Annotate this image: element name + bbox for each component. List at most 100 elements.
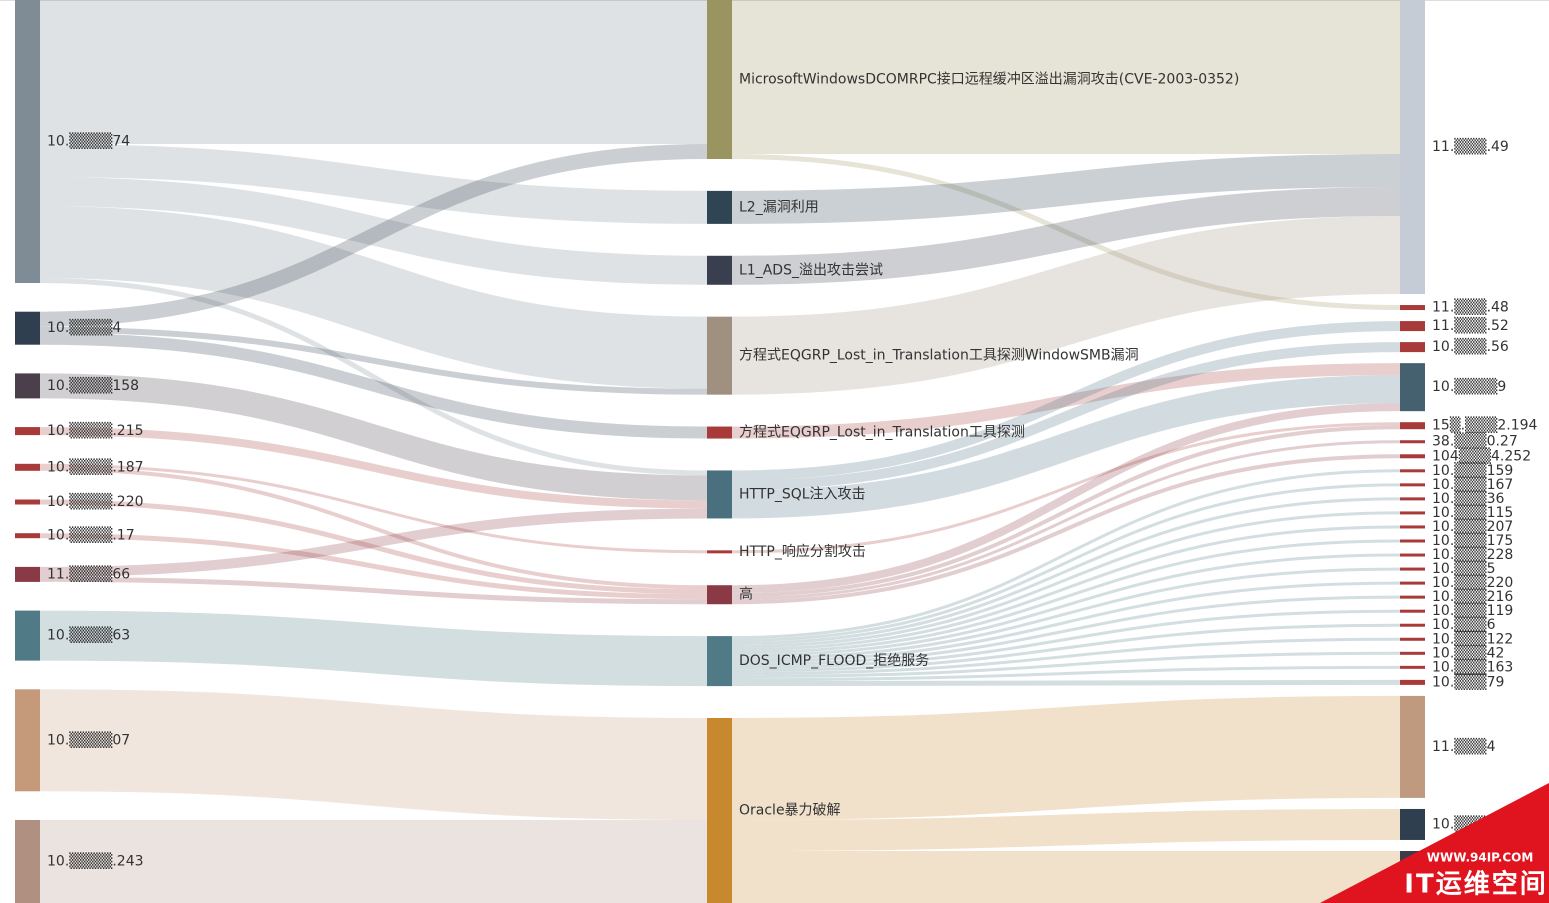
link xyxy=(731,525,1401,652)
node xyxy=(15,820,40,903)
node-label: 10.▒▒▒▒158 xyxy=(47,376,139,394)
node xyxy=(1400,511,1425,515)
node xyxy=(707,316,732,395)
link xyxy=(731,422,1401,554)
link xyxy=(39,533,708,600)
link xyxy=(731,665,1401,682)
node xyxy=(1400,422,1425,430)
node xyxy=(1400,0,1425,294)
watermark-name: IT运维空间 xyxy=(1404,869,1547,900)
node xyxy=(1400,525,1425,529)
node xyxy=(15,427,40,436)
node xyxy=(1400,363,1425,412)
link xyxy=(731,440,1401,601)
node-label: 10.▒▒▒216 xyxy=(1432,587,1513,605)
node-label: DOS_ICMP_FLOOD_拒绝服务 xyxy=(739,653,929,669)
link xyxy=(731,679,1401,687)
link xyxy=(731,187,1401,285)
node xyxy=(707,255,732,285)
node-label: 10.▒▒▒42 xyxy=(1432,643,1504,661)
link xyxy=(731,403,1401,594)
link xyxy=(731,808,1401,851)
link xyxy=(731,623,1401,673)
node-label: 10.▒▒▒220 xyxy=(1432,573,1513,591)
link xyxy=(731,651,1401,679)
link xyxy=(731,637,1401,676)
links xyxy=(39,0,1401,903)
node-label: 10.▒▒▒5 xyxy=(1432,559,1495,577)
watermark-url: WWW.94IP.COM xyxy=(1427,851,1534,865)
node-label: 方程式EQGRP_Lost_in_Translation工具探测 xyxy=(739,425,1025,441)
link xyxy=(39,499,708,595)
link xyxy=(731,321,1401,481)
node xyxy=(1400,637,1425,641)
node xyxy=(707,636,732,687)
link xyxy=(39,427,708,509)
node xyxy=(15,373,40,399)
link xyxy=(731,375,1401,519)
watermark-badge xyxy=(1320,783,1549,903)
node-label: L1_ADS_溢出攻击尝试 xyxy=(739,262,883,278)
node xyxy=(15,499,40,505)
node-label: 10.▒▒▒159 xyxy=(1432,461,1513,479)
link xyxy=(731,609,1401,670)
link xyxy=(731,553,1401,658)
node-label: 10.▒▒▒6 xyxy=(1432,615,1496,633)
node xyxy=(15,463,40,471)
node xyxy=(1400,321,1425,332)
node xyxy=(707,585,732,605)
node xyxy=(1400,695,1425,798)
node xyxy=(15,533,40,539)
node-label: 10.▒▒▒207 xyxy=(1432,517,1513,535)
node xyxy=(1400,665,1425,669)
link xyxy=(731,497,1401,646)
node-label: 11.▒▒▒▒66 xyxy=(47,564,130,582)
node xyxy=(1400,623,1425,627)
node xyxy=(1400,342,1425,353)
node xyxy=(707,470,732,519)
link xyxy=(731,483,1401,643)
node xyxy=(707,426,732,439)
link xyxy=(39,373,708,501)
node xyxy=(1400,679,1425,685)
node xyxy=(1400,595,1425,599)
node-label: 10.▒▒▒▒07 xyxy=(47,730,130,748)
node xyxy=(15,566,40,582)
link xyxy=(39,576,708,605)
link xyxy=(731,567,1401,661)
link xyxy=(731,154,1401,224)
node xyxy=(707,0,732,159)
link xyxy=(39,144,708,327)
node-label: MicrosoftWindowsDCOMRPC接口远程缓冲区溢出漏洞攻击(CVE… xyxy=(739,71,1239,88)
watermark: WWW.94IP.COM IT运维空间 xyxy=(1320,783,1549,903)
link xyxy=(39,326,708,395)
node xyxy=(15,311,40,345)
node-label: HTTP_SQL注入攻击 xyxy=(739,486,866,502)
node xyxy=(707,550,732,554)
link xyxy=(39,177,708,285)
node xyxy=(1400,539,1425,543)
node xyxy=(1400,440,1425,444)
node xyxy=(1400,497,1425,501)
node xyxy=(1400,454,1425,459)
node xyxy=(1400,567,1425,571)
link xyxy=(39,610,708,687)
node-label: Oracle暴力破解 xyxy=(739,803,841,819)
node-label: 10.▒▒▒▒.215 xyxy=(47,421,144,439)
node xyxy=(1400,305,1425,311)
node-label: 10.▒▒▒.56 xyxy=(1432,337,1509,355)
link xyxy=(731,595,1401,667)
node-label: 104▒▒▒4.252 xyxy=(1432,446,1531,464)
node xyxy=(1400,581,1425,585)
node-label: 10.▒▒▒167 xyxy=(1432,475,1513,493)
node xyxy=(15,689,40,792)
node-label: 10.▒▒▒36 xyxy=(1432,489,1504,507)
link xyxy=(731,425,1401,598)
link xyxy=(731,469,1401,640)
node-label: 10.▒▒▒▒.220 xyxy=(47,492,144,510)
node-label: 10.▒▒▒115 xyxy=(1432,503,1513,521)
link xyxy=(731,539,1401,655)
node-label: 10.▒▒▒175 xyxy=(1432,531,1513,549)
link xyxy=(39,206,708,389)
